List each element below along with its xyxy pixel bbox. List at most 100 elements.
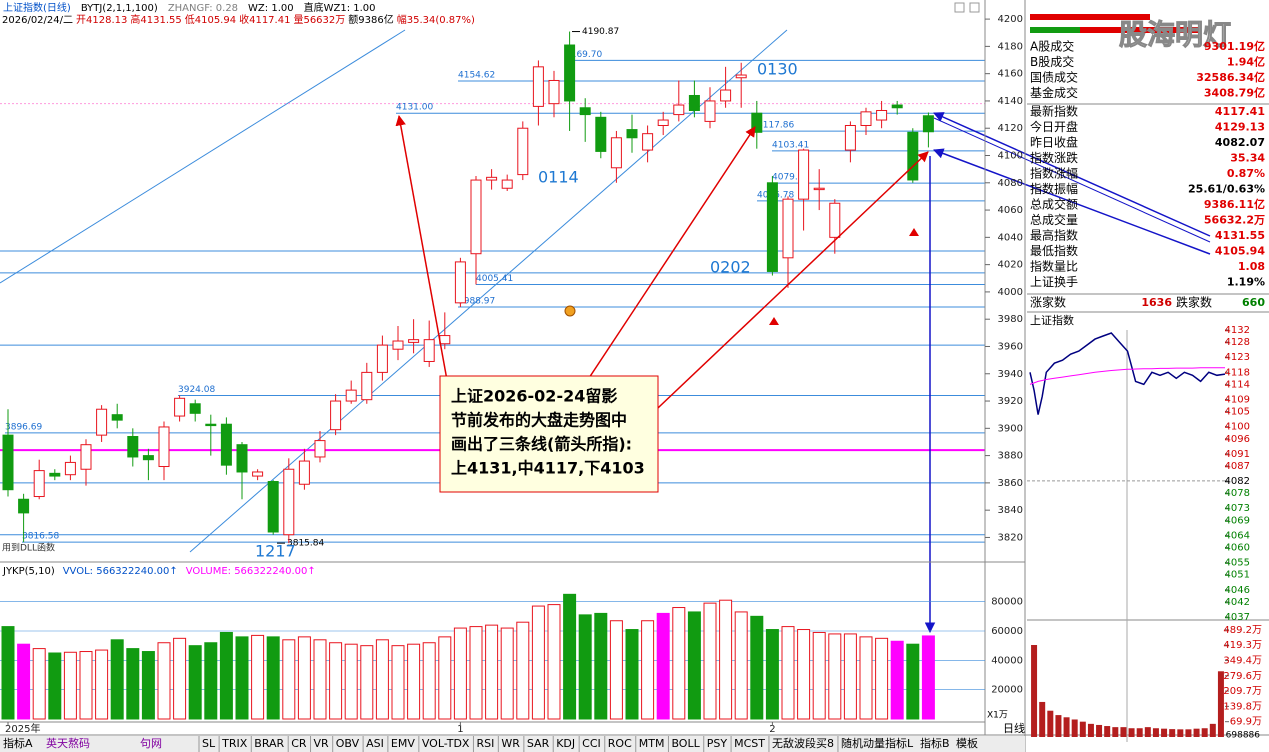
window-icon[interactable] <box>954 2 965 13</box>
tab[interactable]: KDJ <box>556 737 575 750</box>
mini-title: 上证指数 <box>1030 313 1074 327</box>
window-icon[interactable] <box>969 2 980 13</box>
volume-bar <box>141 651 155 720</box>
candle-body <box>922 115 934 133</box>
quote-label: A股成交 <box>1030 39 1074 54</box>
tab[interactable]: VOL-TDX <box>422 737 470 750</box>
tab[interactable]: ASI <box>366 737 384 750</box>
volume-bar <box>157 642 171 720</box>
mini-volume-bar <box>1217 671 1224 737</box>
tab[interactable]: OBV <box>336 737 360 750</box>
header-text: 直底WZ1: 1.00 <box>304 1 376 14</box>
quote-value: 4105.94 <box>1215 245 1265 258</box>
mini-volume-bar <box>1169 729 1176 737</box>
volume-bar <box>921 635 935 720</box>
candle-body <box>392 340 404 350</box>
tab[interactable]: BRAR <box>254 737 284 750</box>
tab[interactable]: MCST <box>734 737 765 750</box>
tab[interactable]: CR <box>291 737 307 750</box>
quote-label: 基金成交 <box>1030 85 1078 100</box>
candle-body <box>189 403 201 414</box>
breadth-label: 跌家数 <box>1176 295 1212 310</box>
volume-bar <box>531 605 545 720</box>
level-label: 4117.86 <box>757 121 794 131</box>
quote-label: 国债成交 <box>1030 70 1078 85</box>
candle-body <box>813 187 825 191</box>
tab[interactable]: TRIX <box>221 737 248 750</box>
intraday-line <box>1029 332 1226 415</box>
candle-body <box>423 339 435 362</box>
quote-label: B股成交 <box>1030 54 1074 69</box>
tab[interactable]: MTM <box>639 737 665 750</box>
tab[interactable]: 指标B <box>920 736 950 750</box>
volume-bar <box>235 636 249 720</box>
header-text: 收4117.41 <box>239 13 290 26</box>
y-tick-label: 80000 <box>991 597 1023 608</box>
period-label: 日线 <box>1003 721 1025 735</box>
tab[interactable]: SAR <box>527 737 550 750</box>
ratio-bar <box>1030 27 1080 33</box>
callout-text: 上证2026-02-24留影 <box>451 387 617 406</box>
tab[interactable]: CCI <box>582 737 601 750</box>
volume-bar <box>906 643 920 720</box>
y-tick-label: 4082 <box>1225 476 1250 487</box>
level-label: 4169.70 <box>565 50 602 60</box>
volume-bar <box>219 631 233 720</box>
logo: 句网 <box>140 737 162 750</box>
candle-body <box>704 100 716 122</box>
red-arrow <box>639 151 929 426</box>
volume-bar <box>781 626 795 720</box>
breadth-label: 涨家数 <box>1030 295 1066 310</box>
tab[interactable]: 指标A <box>3 736 33 750</box>
tab[interactable]: EMV <box>391 737 415 750</box>
y-tick-label: 4046 <box>1225 585 1250 596</box>
volume-bar <box>547 604 561 720</box>
y-tick-label: 4123 <box>1225 352 1250 363</box>
volume-bar <box>329 642 343 720</box>
candle-body <box>33 470 45 498</box>
candle-body <box>564 44 576 102</box>
ratio-bar <box>1080 27 1200 33</box>
quote-label: 最新指数 <box>1030 104 1078 119</box>
mini-volume-bar <box>1177 729 1184 737</box>
volume-bar <box>126 648 140 720</box>
candle-body <box>49 472 61 477</box>
tab[interactable]: RSI <box>476 737 494 750</box>
tab[interactable]: VR <box>314 737 330 750</box>
y-tick-label: 4020 <box>998 260 1023 271</box>
y-tick-label: 419.3万 <box>1223 640 1262 651</box>
candle-body <box>735 74 747 79</box>
candle-body <box>220 423 232 466</box>
tab[interactable]: BOLL <box>671 737 700 750</box>
tab[interactable]: WR <box>501 737 520 750</box>
tab[interactable]: 模板 <box>956 736 978 750</box>
volume-bar <box>110 639 124 720</box>
header-text: 开4128.13 <box>76 15 127 26</box>
header-text: JYKP(5,10) <box>2 566 55 577</box>
level-label: 3988.97 <box>458 296 495 306</box>
tab[interactable]: 无敌波段买8 <box>772 736 834 750</box>
y-tick-label: 4200 <box>998 14 1023 25</box>
x-tick-label: 1 <box>457 724 463 735</box>
annotation: 1217 <box>255 542 296 561</box>
candle-body <box>330 400 342 431</box>
candle-body <box>751 112 763 133</box>
mini-volume-bar <box>1039 701 1046 737</box>
tab[interactable]: 随机动量指标L <box>841 736 914 750</box>
volume-bar <box>656 612 670 720</box>
candle-body <box>439 335 451 345</box>
mini-volume-bar <box>1087 723 1094 737</box>
y-tick-label: 69.9万 <box>1230 717 1262 728</box>
mini-volume-bar <box>1201 728 1208 737</box>
y-tick-label: 4037 <box>1225 612 1250 623</box>
candle-body <box>798 149 810 200</box>
tab[interactable]: PSY <box>707 737 728 750</box>
volume-bar <box>173 637 187 720</box>
tab[interactable]: SL <box>202 737 216 750</box>
candle-body <box>314 440 326 458</box>
tab[interactable]: ROC <box>608 737 632 750</box>
candle-body <box>470 179 482 255</box>
blue-arrow <box>933 148 1211 255</box>
quote-value: 1.94亿 <box>1227 55 1265 69</box>
candle-body <box>642 133 654 151</box>
